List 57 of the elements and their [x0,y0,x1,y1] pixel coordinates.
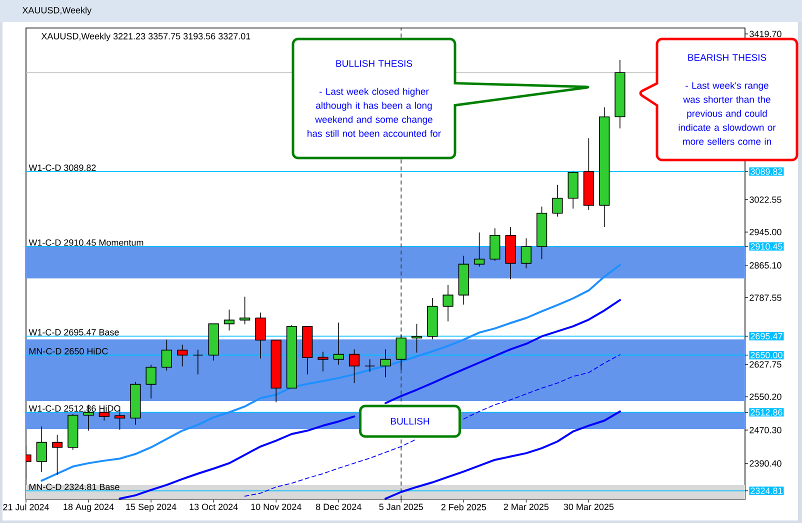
y-tick-label: 2650.00 [750,352,782,358]
y-tick-label: 2945.00 [750,228,782,236]
y-tick-label: 2470.30 [750,426,782,434]
y-tick-label: 2324.81 [750,488,782,494]
candlestick [614,59,626,129]
x-tick-label: 15 Sep 2024 [126,504,176,512]
ref-line-label: W1-C-D 3089.82 [28,164,96,171]
y-tick-label: 2787.55 [750,294,782,301]
y-tick-label: 2865.10 [750,262,782,269]
y-tick-label: 2390.40 [750,460,782,467]
candlestick [490,228,500,262]
candlestick [255,312,266,359]
candlestick [552,184,563,217]
x-tick-label: 2 Feb 2025 [441,504,486,510]
candlestick [427,298,438,340]
y-tick-label: 2512.86 [750,409,782,416]
candlestick [396,334,406,370]
y-tick-label: 2550.20 [750,394,782,400]
ref-line-label: W1-C-D 2910.45 Momentum [28,239,144,246]
x-tick-label: 10 Nov 2024 [251,504,302,510]
x-tick-label: 8 Dec 2024 [316,504,362,510]
x-tick-label: 5 Jan 2025 [379,504,424,510]
ref-line-label: MN-C-D 2324.81 Base [29,484,120,490]
candlestick [442,284,454,322]
candlestick [411,323,422,354]
y-tick-label: 3089.82 [750,168,782,175]
candlestick [192,349,204,375]
candlestick [130,381,141,426]
y-tick-label: 3419.70 [750,30,782,38]
candlestick [380,348,391,378]
y-tick-label: 2695.47 [750,332,782,340]
annotation: - Last week's range was shorter than the previous and could indicate a slowdown or more sellers come in [678,82,776,145]
annotation: BULLISH THESIS [336,60,412,67]
candlestick [333,322,344,366]
candlestick [318,351,328,372]
y-tick-label: 3022.55 [750,196,782,203]
chart-subtitle: XAUUSD,Weekly 3221.23 3357.75 3193.56 3327.01 [41,32,250,42]
x-tick-label: 13 Oct 2024 [190,504,238,510]
chart-title: XAUUSD,Weekly [22,6,92,16]
x-tick-label: 2 Mar 2025 [504,504,549,510]
y-tick-label: 2627.75 [750,361,782,368]
ref-line-label: W1-C-D 2695.47 Base [28,329,119,336]
ref-line-label: MN-C-D 2650 HiDC [29,348,108,354]
candlestick [36,426,47,472]
candlestick [505,226,516,280]
candlestick [364,358,376,372]
annotation: BULLISH [390,418,430,425]
annotation: BEARISH THESIS [688,54,766,61]
candlestick [68,414,78,450]
line-series [384,410,621,500]
x-tick-label: 30 Mar 2025 [564,504,614,510]
x-tick-label: 21 Jul 2024 [3,504,49,510]
y-tick-label: 2910.45 [750,243,782,250]
x-tick-label: 18 Aug 2024 [64,504,114,512]
candlestick [146,364,156,399]
candlestick [599,106,610,228]
annotation: - Last week closed higher although it has been a long weekend and some change has still not been accounted for [308,88,441,137]
